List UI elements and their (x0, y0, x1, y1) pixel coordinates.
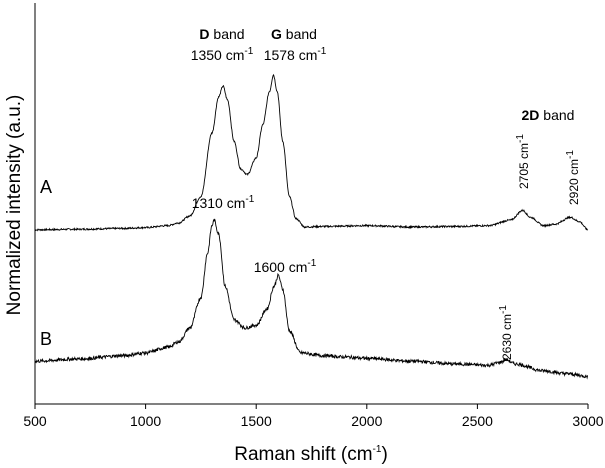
annotation-1310: 1310 cm-1 (192, 194, 255, 211)
x-ticks: 500 1000 1500 2000 2500 3000 (23, 404, 604, 429)
x-axis-title: Raman shift (cm-1) (234, 444, 388, 465)
x-tick-label: 2500 (462, 413, 493, 429)
annotation-g-band: G band (271, 26, 317, 42)
annotation-2d-band: 2D band (522, 107, 575, 123)
x-tick-label: 1500 (241, 413, 272, 429)
annotation-d-band: D band (199, 26, 244, 42)
annotation-1600: 1600 cm-1 (254, 258, 317, 275)
series-line-b (34, 218, 589, 380)
x-tick-label: 1000 (130, 413, 161, 429)
series-label-a: A (40, 177, 52, 197)
annotation-2630: 2630 cm-1 (498, 305, 514, 360)
y-axis-title: Normalized intensity (a.u.) (4, 95, 25, 316)
series-curves (34, 73, 589, 380)
annotation-1578: 1578 cm-1 (264, 46, 327, 63)
annotation-1350: 1350 cm-1 (191, 46, 254, 63)
x-tick-label: 3000 (572, 413, 603, 429)
x-tick-label: 500 (23, 413, 47, 429)
annotation-2705: 2705 cm-1 (515, 134, 531, 189)
series-label-b: B (40, 329, 52, 349)
series-line-a (34, 73, 589, 232)
x-tick-label: 2000 (351, 413, 382, 429)
annotation-2920: 2920 cm-1 (565, 150, 581, 205)
